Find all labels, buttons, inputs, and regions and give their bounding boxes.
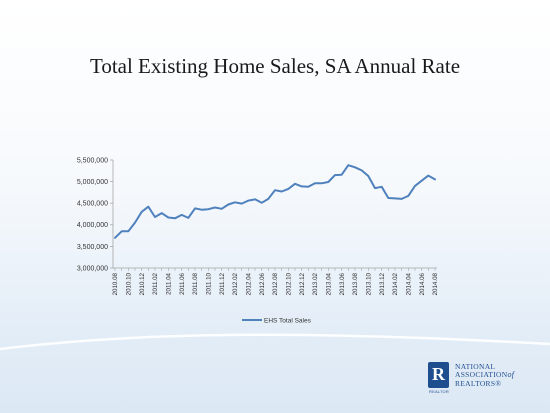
legend: EHS Total Sales xyxy=(242,318,312,325)
x-tick-label: 2011.02 xyxy=(152,272,159,294)
x-tick-label: 2013.08 xyxy=(352,272,359,295)
logo-line-1: NATIONAL xyxy=(455,362,496,371)
y-axis: 3,000,000 3,500,000 4,000,000 4,500,000 5,00… xyxy=(77,157,114,272)
realtor-r-logo-mark: R xyxy=(428,362,449,388)
series-layer xyxy=(114,164,436,239)
logo-line-2-of: of xyxy=(507,370,515,380)
slide-title: Total Existing Home Sales, SA Annual Rat… xyxy=(89,54,461,78)
x-tick-label: 2012.10 xyxy=(286,272,293,295)
y-tick-label: 5,000,000 xyxy=(77,179,108,186)
x-tick-label: 2011.10 xyxy=(206,272,213,294)
y-tick-label: 4,000,000 xyxy=(77,222,108,229)
series-line xyxy=(114,164,436,239)
x-tick-label: 2012.12 xyxy=(299,272,306,295)
logo-wordmark: NATIONAL ASSOCIATIONof REALTORS® xyxy=(455,362,541,388)
logo-line-3: REALTORS® xyxy=(455,378,502,388)
x-tick-label: 2010.08 xyxy=(112,272,119,295)
nar-logo: R REALTOR NATIONAL ASSOCIATIONof REALTOR… xyxy=(428,362,540,398)
y-tick-label: 3,000,000 xyxy=(77,265,108,272)
x-tick-label: 2010.10 xyxy=(126,272,133,295)
y-tick-label: 4,500,000 xyxy=(77,201,108,208)
x-tick-label: 2011.12 xyxy=(219,272,226,294)
x-tick-label: 2014.06 xyxy=(419,272,426,295)
x-tick-label: 2013.06 xyxy=(339,272,346,295)
x-tick-label: 2014.04 xyxy=(406,272,413,295)
logo-line-2: ASSOCIATION xyxy=(455,370,508,380)
y-tick-label: 5,500,000 xyxy=(77,157,108,164)
y-tick-label: 3,500,000 xyxy=(77,244,108,251)
x-tick-label: 2014.02 xyxy=(392,272,399,295)
x-tick-label: 2012.02 xyxy=(232,272,239,295)
x-tick-label: 2012.06 xyxy=(259,272,266,295)
logo-subtext: REALTOR xyxy=(429,389,449,394)
legend-label: EHS Total Sales xyxy=(264,318,312,325)
x-tick-label: 2014.08 xyxy=(432,272,439,295)
x-tick-label: 2013.02 xyxy=(312,272,319,295)
x-tick-label: 2013.04 xyxy=(326,272,333,295)
x-axis: 2010.08 2010.10 2010.12 2011.02 2011.04 2011.… xyxy=(112,267,439,295)
slide-swoosh xyxy=(0,333,550,351)
x-tick-label: 2012.04 xyxy=(246,272,253,295)
x-tick-label: 2011.04 xyxy=(166,272,173,294)
x-tick-label: 2010.12 xyxy=(139,272,146,295)
x-tick-label: 2011.06 xyxy=(179,272,186,294)
x-tick-label: 2012.08 xyxy=(272,272,279,295)
x-tick-label: 2011.08 xyxy=(192,272,199,294)
x-tick-label: 2013.10 xyxy=(366,272,373,295)
x-tick-label: 2013.12 xyxy=(379,272,386,295)
